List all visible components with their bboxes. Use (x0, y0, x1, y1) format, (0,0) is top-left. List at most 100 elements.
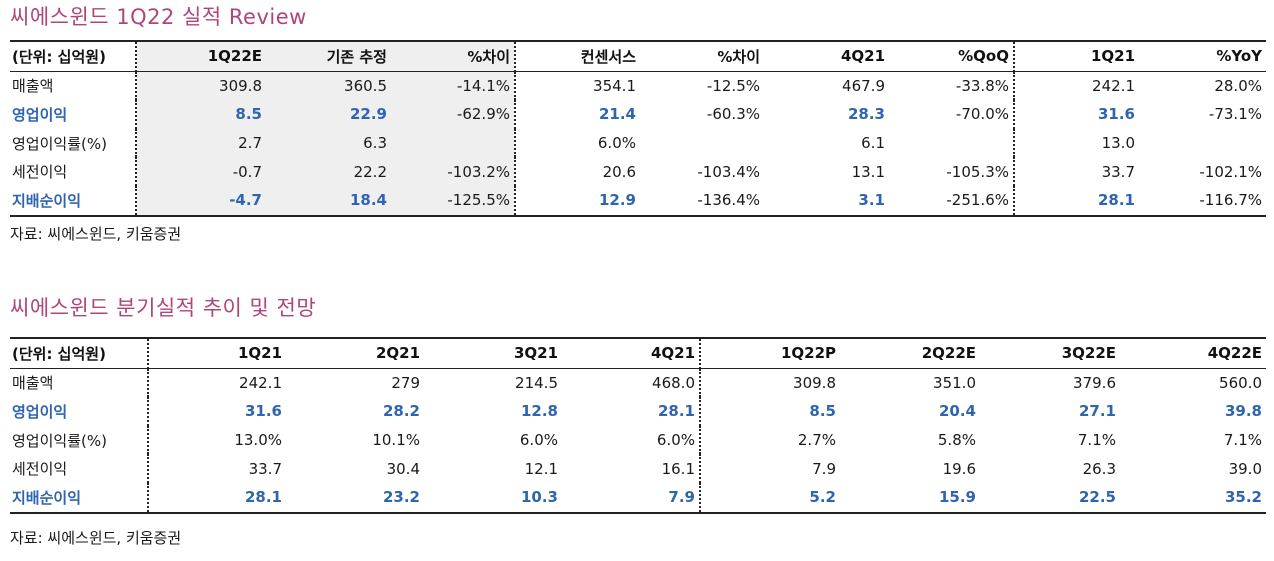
quarterly-table: (단위: 십억원) 1Q21 2Q21 3Q21 4Q21 1Q22P 2Q22… (10, 337, 1266, 514)
col-header: %YoY (1216, 47, 1262, 66)
table-cell: 33.7 (248, 459, 282, 478)
table-cell: 28.1 (562, 397, 701, 426)
table-cell: 279 (391, 373, 420, 392)
table-cell (640, 129, 764, 158)
col-header: 3Q22E (1061, 344, 1116, 363)
table-row: 영업이익 8.5 22.9 -62.9% 21.4 -60.3% 28.3 -7… (10, 100, 1266, 129)
table-row: 영업이익률(%) 2.7 6.3 6.0% 6.1 13.0 (10, 128, 1266, 158)
col-header: 1Q21 (237, 344, 282, 363)
unit-label: (단위: 십억원) (10, 41, 137, 72)
table-cell: -60.3% (706, 105, 760, 124)
table-cell: 31.6 (1097, 105, 1135, 124)
row-label: 세전이익 (10, 454, 149, 483)
table-cell: 12.9 (598, 191, 636, 210)
table-cell: 28.1 (1097, 191, 1135, 210)
table-cell: -14.1% (391, 71, 516, 101)
table-cell: 242.1 (239, 373, 282, 392)
col-header: %차이 (717, 47, 760, 66)
col-header: 4Q21 (840, 47, 885, 66)
row-label: 영업이익 (10, 397, 149, 426)
table-cell: 22.5 (1078, 488, 1116, 507)
table-cell: 6.0% (597, 134, 636, 153)
table-cell: -33.8% (889, 71, 1015, 101)
table-cell: 15.9 (938, 488, 976, 507)
col-header: 1Q22P (780, 344, 836, 363)
row-label: 영업이익률(%) (10, 425, 149, 455)
table-cell: 18.4 (266, 185, 391, 216)
table-cell: 31.6 (244, 402, 282, 421)
table-cell (391, 128, 516, 158)
table-cell: 7.9 (562, 482, 701, 513)
table-cell: -0.7 (136, 157, 266, 186)
table-cell: 19.6 (942, 459, 976, 478)
table-cell: 33.7 (1101, 162, 1135, 181)
table-cell: 6.3 (266, 128, 391, 158)
table-cell: 214.5 (515, 373, 558, 392)
table-row: 매출액 309.8 360.5 -14.1% 354.1 -12.5% 467.… (10, 71, 1266, 101)
table-cell: 39.0 (1228, 459, 1262, 478)
table-cell: -103.2% (391, 157, 516, 186)
table-cell: 10.1% (372, 431, 420, 450)
table-cell: 28.1 (244, 488, 282, 507)
row-label: 세전이익 (10, 157, 137, 186)
table-cell: 35.2 (1224, 488, 1262, 507)
col-header: 2Q22E (921, 344, 976, 363)
table-cell: -73.1% (1208, 105, 1262, 124)
table-cell: 28.3 (847, 105, 885, 124)
table-cell: 28.2 (382, 402, 420, 421)
col-header: %차이 (391, 41, 516, 72)
table-cell: 8.5 (809, 402, 836, 421)
table-cell: 22.9 (266, 100, 391, 129)
table-cell: 309.8 (793, 373, 836, 392)
table-cell: 30.4 (386, 459, 420, 478)
col-header: 4Q22E (1207, 344, 1262, 363)
table-cell: -70.0% (889, 100, 1015, 129)
table-cell: 16.1 (562, 454, 701, 483)
review-title: 씨에스윈드 1Q22 실적 Review (10, 5, 307, 29)
review-header-row: (단위: 십억원) 1Q22E 기존 추정 %차이 컨센서스 %차이 4Q21 … (10, 41, 1266, 72)
table-cell: 20.6 (602, 162, 636, 181)
table-row: 영업이익률(%) 13.0% 10.1% 6.0% 6.0% 2.7% 5.8%… (10, 425, 1266, 455)
table-cell: 6.1 (861, 134, 885, 153)
col-header: 1Q21 (1090, 47, 1135, 66)
table-cell: 7.1% (1077, 431, 1116, 450)
table-cell: 560.0 (1219, 373, 1262, 392)
table-cell: 13.1 (851, 162, 885, 181)
row-label: 영업이익률(%) (10, 128, 137, 158)
table-cell: 13.0 (1101, 134, 1135, 153)
table-cell: 12.1 (524, 459, 558, 478)
table-cell: 2.7% (797, 431, 836, 450)
table-cell: -251.6% (889, 185, 1015, 216)
table-cell: 10.3 (520, 488, 558, 507)
table-cell: -136.4% (697, 191, 760, 210)
row-label: 매출액 (10, 71, 137, 101)
table-cell: 468.0 (562, 368, 701, 398)
table-cell: -125.5% (391, 185, 516, 216)
quarterly-header-row: (단위: 십억원) 1Q21 2Q21 3Q21 4Q21 1Q22P 2Q22… (10, 338, 1266, 369)
source-note: 자료: 씨에스윈드, 키움증권 (10, 529, 182, 547)
table-cell (1139, 129, 1266, 158)
table-cell: -4.7 (136, 185, 266, 216)
table-cell: -105.3% (889, 157, 1015, 186)
table-cell: 3.1 (858, 191, 885, 210)
table-cell: 13.0% (234, 431, 282, 450)
col-header: 2Q21 (375, 344, 420, 363)
table-cell: 351.0 (933, 373, 976, 392)
table-cell: -116.7% (1199, 191, 1262, 210)
table-row: 영업이익 31.6 28.2 12.8 28.1 8.5 20.4 27.1 3… (10, 397, 1266, 426)
unit-label: (단위: 십억원) (10, 338, 149, 369)
col-header: 3Q21 (513, 344, 558, 363)
col-header: 컨센서스 (580, 47, 636, 66)
table-cell: 6.0% (562, 425, 701, 455)
table-row: 세전이익 33.7 30.4 12.1 16.1 7.9 19.6 26.3 3… (10, 454, 1266, 483)
review-table: (단위: 십억원) 1Q22E 기존 추정 %차이 컨센서스 %차이 4Q21 … (10, 40, 1266, 217)
table-cell: 39.8 (1224, 402, 1262, 421)
table-cell: 12.8 (520, 402, 558, 421)
table-cell: 22.2 (266, 157, 391, 186)
table-cell: 8.5 (136, 100, 266, 129)
table-row: 세전이익 -0.7 22.2 -103.2% 20.6 -103.4% 13.1… (10, 157, 1266, 186)
table-cell: -12.5% (706, 76, 760, 95)
table-cell: 379.6 (1073, 373, 1116, 392)
col-header: 1Q22E (136, 41, 266, 72)
table-cell: -103.4% (697, 162, 760, 181)
